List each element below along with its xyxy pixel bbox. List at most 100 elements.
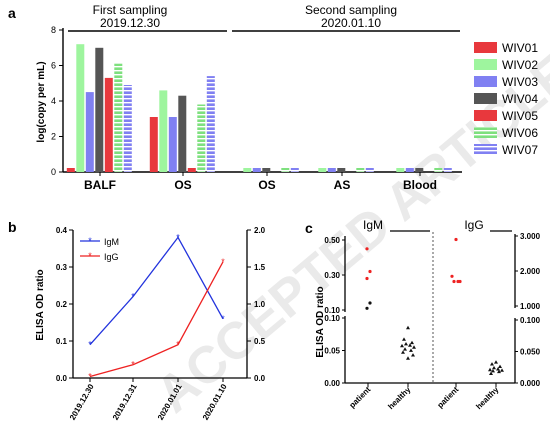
panel-a-y-axis-title: log(copy per mL)	[36, 61, 47, 142]
panel-c-point-igm-patient	[365, 247, 369, 251]
panel-a-bar-wiv06-4	[434, 168, 443, 172]
panel-a-bar-wiv05-0	[104, 77, 113, 172]
panel-a-y-tick-label: 2	[51, 132, 56, 142]
panel-a-legend-swatch-wiv01	[474, 42, 497, 53]
panel-b-right-tick-label: 1.0	[254, 300, 266, 309]
panel-c-point-igg-healthy	[496, 367, 500, 371]
panel-a-category-label: OS	[258, 178, 275, 192]
panel-c-point-igg-healthy	[500, 368, 504, 372]
panel-a-bar-wiv06-0	[114, 63, 123, 173]
panel-a-bar-wiv04-3	[337, 168, 346, 172]
panel-a-legend-swatch-wiv06	[474, 127, 497, 138]
panel-b-left-tick-label: 0.4	[56, 226, 68, 235]
panel-a-bar-wiv07-2	[290, 168, 299, 172]
panel-c-point-igm-healthy	[406, 325, 410, 330]
panel-a-legend-label-wiv06: WIV06	[502, 126, 538, 140]
panel-c-point-igm-patient	[368, 269, 372, 274]
panel-c-point-igg-healthy	[494, 360, 498, 364]
panel-c-point-igg-healthy	[492, 365, 496, 370]
panel-b-x-tick-label: 2019.12.30	[68, 382, 96, 422]
panel-c-point-igm-healthy	[412, 345, 416, 349]
panel-c-x-tick-label: patient	[435, 385, 460, 410]
panel-c-right-tick-label: 0.050	[520, 348, 541, 357]
panel-c-right-tick-label: 3.000	[520, 232, 541, 241]
panel-a-category-label: AS	[334, 178, 351, 192]
panel-c-left-tick-label: 0.00	[324, 379, 340, 388]
panel-b-y-axis-title: ELISA OD ratio	[35, 269, 46, 340]
panel-a-bar-wiv03-0	[85, 92, 94, 172]
second-sampling-date: 2020.01.10	[321, 16, 381, 30]
panel-a-bar-wiv02-0	[76, 44, 85, 173]
panel-a-legend-label-wiv07: WIV07	[502, 143, 538, 157]
panel-c-point-igg-patient	[454, 237, 458, 242]
panel-a-category-label: Blood	[403, 178, 437, 192]
panel-a-y-tick-label: 0	[51, 167, 56, 177]
panel-a-bar-wiv05-1	[187, 168, 196, 172]
panel-a-category-label: OS	[174, 178, 191, 192]
panel-a-bar-wiv02-4	[396, 168, 405, 172]
panel-a-bar-chart: First sampling 2019.12.30 Second samplin…	[36, 3, 538, 192]
panel-a-legend-swatch-wiv02	[474, 59, 497, 70]
panel-c-left-tick-label: 0.50	[324, 236, 340, 245]
panel-b-point-igg: *	[131, 360, 135, 370]
panel-c-right-tick-label: 0.000	[520, 379, 541, 388]
panel-a-legend-label-wiv05: WIV05	[502, 109, 538, 123]
panel-a-bar-wiv03-2	[252, 168, 261, 172]
panel-a-bar-wiv03-1	[168, 117, 177, 172]
panel-c-x-tick-label: patient	[347, 385, 372, 410]
panel-label-a: a	[8, 5, 16, 21]
panel-c-left-tick-label: 0.10	[324, 306, 340, 315]
panel-c-y-axis-title: ELISA OD ratio	[315, 286, 326, 357]
panel-a-bar-wiv03-3	[327, 168, 336, 172]
panel-b-line-igg	[89, 261, 224, 378]
panel-c-left-tick-label: 0.30	[324, 271, 340, 280]
panel-c-x-tick-label: healthy	[474, 385, 501, 412]
panel-b-point-igm: *	[221, 314, 225, 324]
panel-b-right-tick-label: 2.0	[254, 226, 266, 235]
panel-c-left-tick-label: 0.05	[324, 347, 340, 356]
panel-c-point-igm-patient	[365, 276, 369, 281]
panel-c-point-igm-healthy	[411, 353, 415, 357]
panel-c-right-tick-label: 1.000	[520, 302, 541, 311]
panel-b-left-tick-label: 0.3	[56, 263, 68, 272]
panel-c-point-igm-healthy	[402, 337, 406, 341]
panel-c-point-igg-healthy	[489, 371, 493, 375]
panel-b-line-igm	[89, 236, 224, 346]
panel-c-point-igm-patient	[368, 301, 372, 305]
panel-a-legend-label-wiv04: WIV04	[502, 92, 538, 106]
panel-b-point-igg: *	[88, 372, 92, 382]
panel-a-bar-wiv04-4	[415, 168, 424, 172]
panel-a-y-tick-label: 6	[51, 61, 56, 71]
panel-a-category-label: BALF	[84, 178, 116, 192]
panel-a-legend-swatch-wiv04	[474, 93, 497, 104]
panel-c-point-igm-healthy	[401, 350, 405, 354]
panel-c-point-igm-healthy	[400, 343, 404, 348]
panel-a-bar-wiv07-3	[365, 168, 374, 172]
panel-c-point-igg-patient	[456, 279, 460, 284]
panel-b-legend-label-igm: IgM	[104, 237, 119, 247]
panel-c-point-igm-healthy	[408, 343, 412, 347]
panel-c-left-tick-label: 0.10	[324, 314, 340, 323]
panel-a-bar-wiv01-1	[149, 117, 158, 172]
panel-b-legend-marker-igg: *	[88, 251, 92, 261]
panel-a-bar-wiv04-2	[262, 168, 271, 172]
panel-b-right-tick-label: 1.5	[254, 263, 266, 272]
panel-b-right-tick-label: 0.0	[254, 374, 266, 383]
panel-a-bar-wiv04-0	[95, 47, 104, 173]
panel-c-point-igg-patient	[452, 279, 456, 284]
panel-label-b: b	[8, 219, 17, 235]
panel-label-c: c	[305, 220, 313, 236]
panel-a-legend-swatch-wiv07	[474, 144, 497, 155]
panel-a-legend-label-wiv03: WIV03	[502, 75, 538, 89]
panel-a-legend-label-wiv01: WIV01	[502, 41, 538, 55]
panel-a-bar-wiv06-1	[197, 104, 206, 172]
panel-a-bar-wiv07-0	[123, 85, 132, 172]
panel-c-point-igm-healthy	[406, 356, 410, 360]
panel-c-point-igm-patient	[365, 306, 369, 310]
panel-b-legend-label-igg: IgG	[104, 252, 119, 262]
panel-c-right-tick-label: 2.000	[520, 267, 541, 276]
panel-a-legend-label-wiv02: WIV02	[502, 58, 538, 72]
panel-c-right-tick-label: 0.100	[520, 316, 541, 325]
panel-a-y-tick-label: 8	[51, 25, 56, 35]
panel-b-point-igg: *	[221, 257, 225, 267]
